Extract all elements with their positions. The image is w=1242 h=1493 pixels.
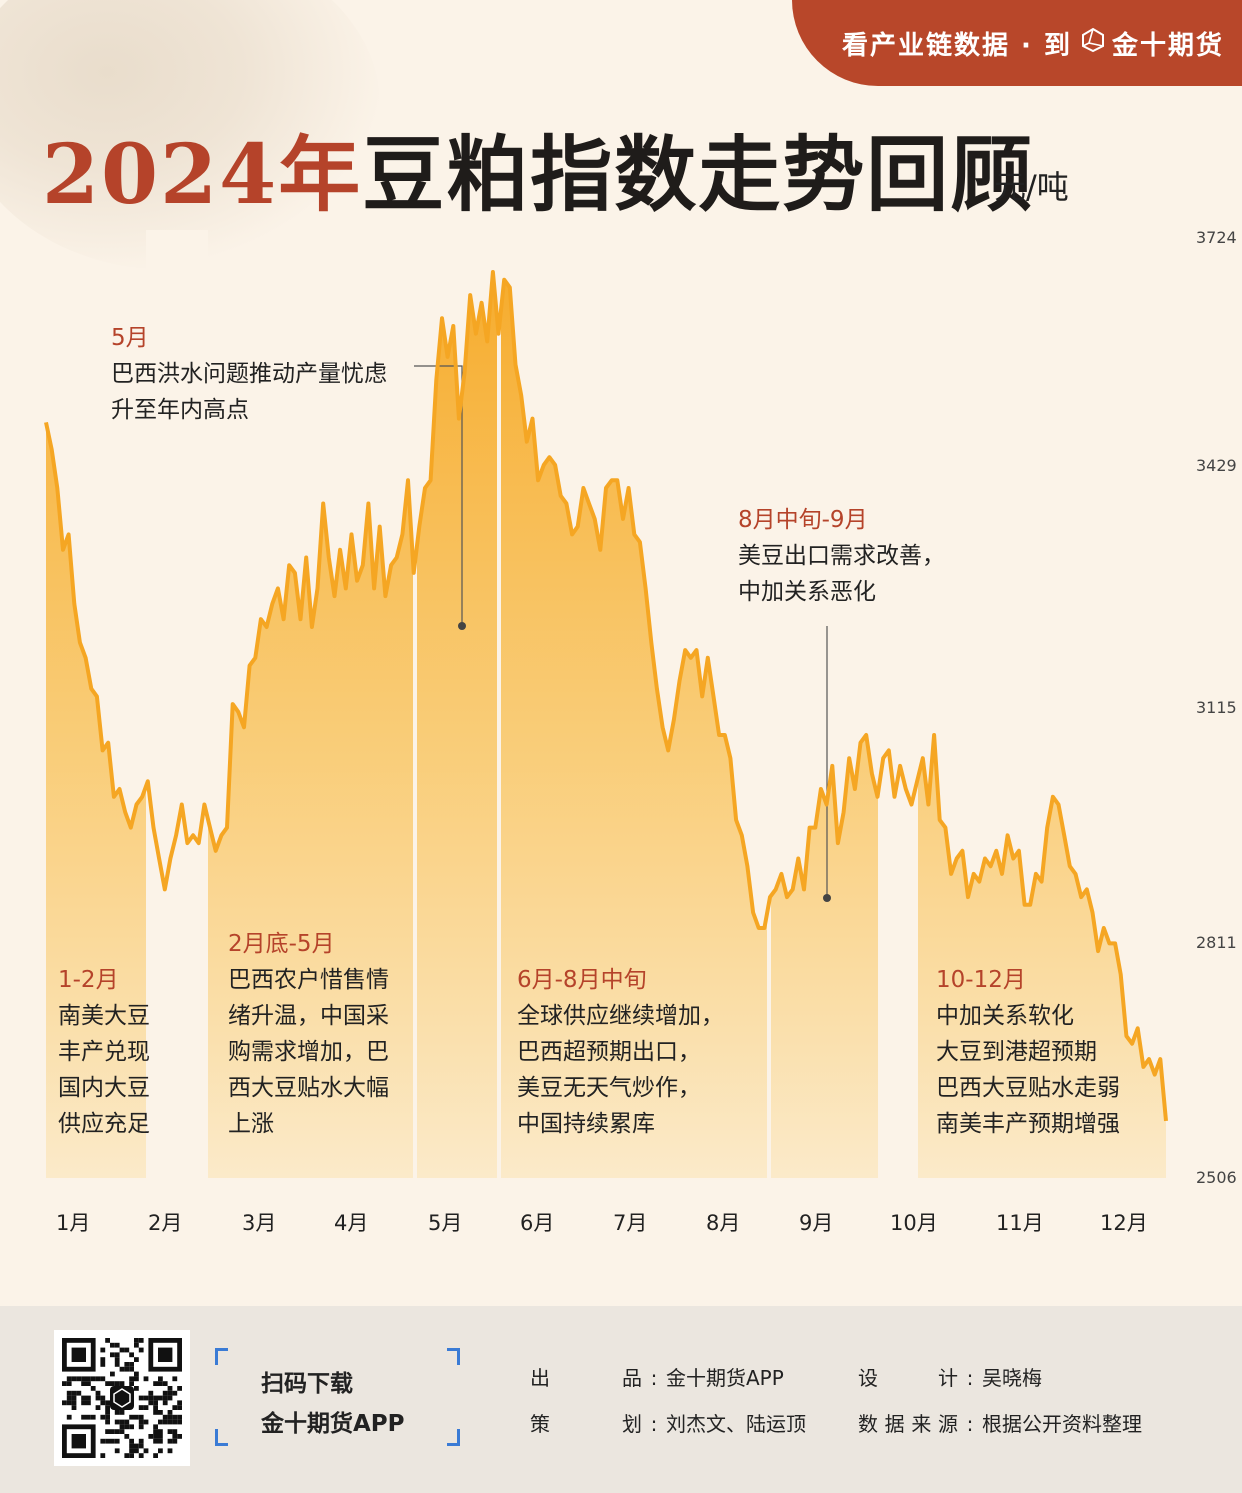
period-divider-3 <box>767 230 771 1190</box>
annotation-line: 国内大豆 <box>58 1075 150 1101</box>
annotation-line: 上涨 <box>228 1111 274 1137</box>
credit-designer: 设计: 吴晓梅 <box>858 1366 1042 1390</box>
annotation-line: 供应充足 <box>58 1111 150 1137</box>
unit-label: 元/吨 <box>994 168 1069 206</box>
x-tick-label: 11月 <box>996 1211 1044 1235</box>
annotation-jan-feb: 1-2月南美大豆丰产兑现国内大豆供应充足 <box>58 962 150 1142</box>
brand-logo-icon <box>1080 27 1106 60</box>
credit-producer: 出品: 金十期货APP <box>530 1366 784 1390</box>
annotation-aug-sep: 8月中旬-9月美豆出口需求改善， 中加关系恶化 <box>738 502 945 610</box>
annotation-line: 大豆到港超预期 <box>936 1039 1097 1065</box>
annotation-line: 南美大豆 <box>58 1003 150 1029</box>
annotation-line: 西大豆贴水大幅 <box>228 1075 389 1101</box>
title-year: 2024年 <box>42 127 363 223</box>
annotation-line: 美豆出口需求改善， <box>738 543 945 569</box>
annotation-line: 丰产兑现 <box>58 1039 150 1065</box>
x-tick-label: 10月 <box>890 1211 938 1235</box>
annotation-head: 2月底-5月 <box>228 931 335 957</box>
annotation-line: 购需求增加，巴 <box>228 1039 389 1065</box>
annotation-may: 5月巴西洪水问题推动产量忧虑 升至年内高点 <box>111 320 387 428</box>
annotation-line: 美豆无天气炒作， <box>517 1075 701 1101</box>
y-tick-label: 3724 <box>1196 228 1237 247</box>
credit-source: 数据来源: 根据公开资料整理 <box>858 1412 1142 1436</box>
page-title: 2024年豆粕指数走势回顾 <box>42 108 1034 227</box>
scan-line-2: 金十期货APP <box>261 1411 405 1437</box>
annotation-head: 1-2月 <box>58 967 119 993</box>
annotation-line: 巴西超预期出口， <box>517 1039 701 1065</box>
annotation-line: 南美丰产预期增强 <box>936 1111 1120 1137</box>
annotation-line: 中加关系恶化 <box>738 579 876 605</box>
footer <box>0 1306 1242 1493</box>
annotation-feb-may: 2月底-5月巴西农户惜售情 绪升温，中国采 购需求增加，巴 西大豆贴水大幅 上涨 <box>228 926 389 1142</box>
x-tick-label: 4月 <box>334 1211 369 1235</box>
period-divider-4 <box>878 230 918 1190</box>
annotation-oct-dec: 10-12月中加关系软化 大豆到港超预期 巴西大豆贴水走弱 南美丰产预期增强 <box>936 962 1120 1142</box>
y-tick-label: 2506 <box>1196 1168 1237 1187</box>
qr-code[interactable] <box>54 1330 190 1466</box>
annotation-line: 绪升温，中国采 <box>228 1003 389 1029</box>
x-tick-label: 1月 <box>56 1211 91 1235</box>
x-tick-label: 3月 <box>242 1211 277 1235</box>
x-tick-label: 7月 <box>613 1211 648 1235</box>
y-tick-label: 3429 <box>1196 455 1237 475</box>
x-tick-label: 2月 <box>148 1211 183 1235</box>
x-tick-label: 8月 <box>706 1211 741 1235</box>
top-banner[interactable]: 看产业链数据 · 到 金十期货 <box>792 0 1242 86</box>
annotation-jun-aug: 6月-8月中旬全球供应继续增加， 巴西超预期出口， 美豆无天气炒作， 中国持续累库 <box>517 962 724 1142</box>
credit-planner: 策划: 刘杰文、陆运顶 <box>530 1412 806 1436</box>
banner-brand: 金十期货 <box>1111 30 1224 61</box>
scan-download[interactable]: 扫码下载 金十期货APP <box>215 1348 460 1446</box>
annotation-line: 中加关系软化 <box>936 1003 1074 1029</box>
annotation-line: 中国持续累库 <box>517 1111 655 1137</box>
price-line <box>44 270 1168 1122</box>
annotation-line: 巴西农户惜售情 <box>228 967 389 993</box>
y-tick-label: 2811 <box>1196 932 1237 952</box>
leader-may <box>414 365 463 626</box>
annotation-head: 10-12月 <box>936 967 1026 993</box>
x-tick-label: 12月 <box>1100 1211 1148 1235</box>
banner-text: 看产业链数据 · 到 <box>842 30 1072 61</box>
annotation-line: 全球供应继续增加， <box>517 1003 724 1029</box>
period-divider-1 <box>413 230 417 1190</box>
scan-line-1: 扫码下载 <box>261 1371 353 1397</box>
annotation-head: 5月 <box>111 325 149 351</box>
annotation-head: 8月中旬-9月 <box>738 507 868 533</box>
x-tick-label: 6月 <box>520 1211 555 1235</box>
x-tick-label: 5月 <box>428 1211 463 1235</box>
title-main: 豆粕指数走势回顾 <box>362 127 1035 223</box>
price-chart <box>44 230 1168 1190</box>
y-tick-label: 3115 <box>1196 698 1237 717</box>
x-tick-label: 9月 <box>799 1211 834 1235</box>
annotation-head: 6月-8月中旬 <box>517 967 647 993</box>
leader-dot-may <box>458 622 466 630</box>
period-divider-2 <box>497 230 501 1190</box>
annotation-line: 巴西洪水问题推动产量忧虑 <box>111 361 387 387</box>
period-divider-0 <box>146 230 208 1190</box>
annotation-line: 升至年内高点 <box>111 397 249 423</box>
leader-dot-aug <box>823 894 831 902</box>
annotation-line: 巴西大豆贴水走弱 <box>936 1075 1120 1101</box>
